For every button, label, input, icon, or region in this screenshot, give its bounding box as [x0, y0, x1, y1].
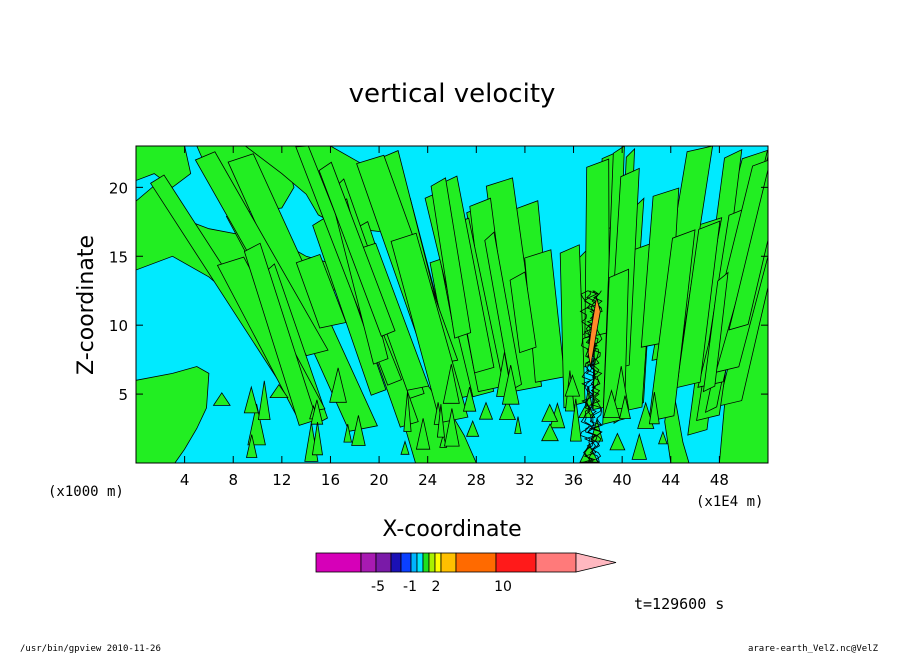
positive-cell [466, 420, 480, 437]
colorbar-bin [390, 552, 402, 573]
positive-cell [329, 367, 347, 403]
y-axis: 5 10 15 20 [109, 179, 768, 404]
positive-streak [728, 167, 768, 331]
positive-cell [400, 440, 410, 455]
colorbar-bin [440, 552, 457, 573]
positive-streak [676, 220, 721, 389]
x-tick-label: 44 [661, 471, 680, 489]
positive-cell [212, 392, 231, 406]
positive-streak [318, 161, 396, 337]
positive-cell [501, 365, 520, 405]
colorbar-bin [434, 552, 442, 573]
colorbar-bin [428, 552, 436, 573]
positive-cell [436, 404, 445, 438]
positive-cell [609, 432, 626, 451]
positive-cell [564, 374, 581, 397]
colorbar-label: -1 [403, 579, 417, 595]
positive-cell [444, 408, 460, 447]
footer-left: /usr/bin/gpview 2010-11-26 [20, 644, 161, 654]
x-tick-label: 16 [321, 471, 340, 489]
positive-region [136, 146, 192, 188]
positive-streak [584, 158, 610, 339]
positive-cell [498, 399, 516, 420]
positive-cell [648, 392, 660, 425]
colorbar-bin [422, 552, 430, 573]
y-tick-label: 10 [109, 317, 128, 335]
x-tick-label: 32 [515, 471, 534, 489]
y-axis-label: Z-coordinate [74, 235, 99, 375]
y-tick-label: 15 [109, 248, 128, 266]
positive-streak [295, 253, 347, 329]
x-tick-label: 20 [370, 471, 389, 489]
core-contour [579, 290, 594, 463]
positive-streak [509, 271, 537, 354]
x-unit-left-label: (x1000 m) [48, 484, 124, 500]
colorbar-extend-arrow [575, 552, 617, 573]
x-tick-label: 4 [180, 471, 190, 489]
positive-cell [243, 385, 259, 414]
storm-core-contours [579, 290, 604, 463]
positive-cell [631, 432, 648, 460]
positive-streak [243, 242, 318, 426]
positive-cell [619, 395, 631, 419]
colorbar-bin [410, 552, 418, 573]
x-axis: 4 8 12 16 20 24 28 32 36 40 44 48 [180, 146, 729, 489]
positive-cell [269, 383, 289, 398]
x-tick-label: 40 [613, 471, 632, 489]
colorbar-bin [360, 552, 377, 573]
positive-cell [415, 418, 431, 450]
colorbar-label: 2 [432, 579, 441, 595]
updraft-core [587, 297, 601, 367]
plot-area [136, 146, 768, 463]
positive-cell [514, 416, 522, 434]
footer-right: arare-earth_VelZ.nc@VelZ [748, 644, 879, 654]
x-tick-label: 8 [228, 471, 238, 489]
colorbar-bin [400, 552, 412, 573]
positive-cell [442, 364, 460, 404]
positive-cell [658, 430, 668, 445]
x-axis-label: X-coordinate [382, 517, 521, 542]
positive-cell [569, 398, 582, 442]
positive-cell [478, 401, 494, 420]
colorbar-bin [315, 552, 362, 573]
chart-title: vertical velocity [349, 79, 556, 109]
x-unit-right-label: (x1E4 m) [696, 494, 763, 510]
colorbar-bin [455, 552, 497, 573]
positive-streak [430, 177, 472, 339]
colorbar: -5 -1 2 10 [315, 552, 617, 595]
x-tick-label: 24 [418, 471, 437, 489]
positive-cell [245, 434, 258, 458]
positive-streak [559, 244, 586, 409]
positive-streak [648, 229, 696, 422]
positive-cell [351, 415, 366, 446]
positive-region [136, 366, 210, 463]
colorbar-bin [495, 552, 537, 573]
colorbar-bin [416, 552, 424, 573]
colorbar-label: 10 [494, 579, 512, 595]
time-label: t=129600 s [634, 595, 724, 613]
positive-cell [343, 424, 352, 443]
positive-cell [541, 423, 559, 442]
x-tick-label: 28 [467, 471, 486, 489]
positive-streak [484, 231, 522, 391]
x-tick-label: 12 [272, 471, 291, 489]
positive-cell [602, 389, 621, 418]
x-tick-label: 36 [564, 471, 583, 489]
positive-cell [462, 386, 477, 412]
y-tick-label: 20 [109, 179, 128, 197]
positive-cell [311, 421, 323, 456]
positive-cell [247, 403, 266, 446]
positive-cell [541, 403, 559, 422]
positive-cell [257, 380, 271, 420]
y-tick-label: 5 [118, 386, 128, 404]
velocity-field [136, 146, 768, 463]
positive-cell [403, 391, 412, 432]
colorbar-label: -5 [371, 579, 385, 595]
colorbar-bin [535, 552, 577, 573]
positive-streak [702, 271, 729, 393]
plot-frame [135, 145, 769, 464]
x-tick-label: 48 [710, 471, 729, 489]
colorbar-bin [375, 552, 392, 573]
